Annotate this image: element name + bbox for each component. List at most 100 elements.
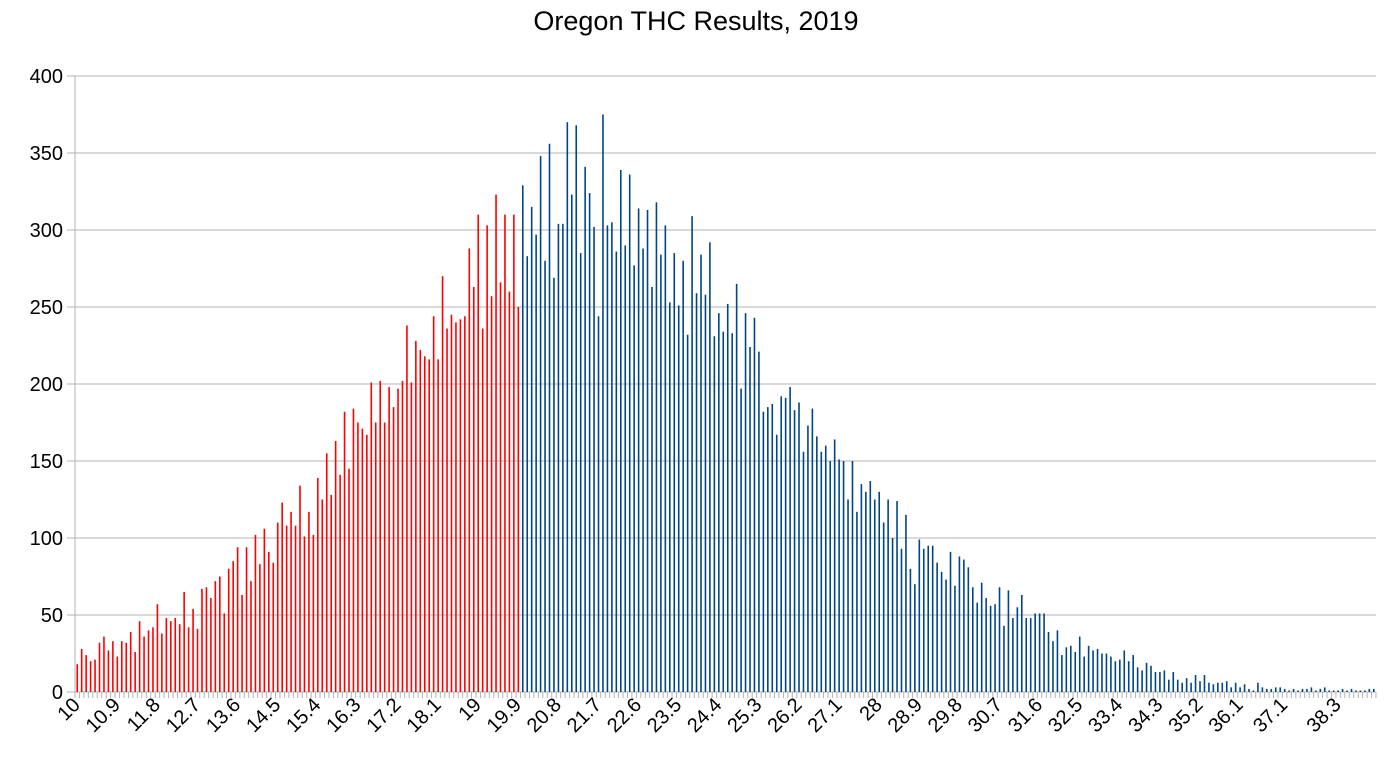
bar xyxy=(459,319,462,692)
bar xyxy=(1283,688,1286,692)
axes xyxy=(67,75,1377,698)
bar xyxy=(1132,655,1134,692)
bar xyxy=(949,551,952,692)
bar xyxy=(366,434,368,692)
bar xyxy=(441,276,444,692)
bar xyxy=(963,559,965,692)
bar xyxy=(927,545,930,692)
bar xyxy=(1114,661,1117,692)
bar xyxy=(1337,690,1339,692)
bar xyxy=(1016,607,1019,692)
bar xyxy=(1355,690,1357,692)
bar xyxy=(829,461,832,692)
x-tick-label: 27.1 xyxy=(804,694,847,737)
bar xyxy=(691,216,693,692)
bar xyxy=(98,642,101,692)
x-tick-label: 18.1 xyxy=(403,694,446,737)
bar xyxy=(1101,653,1103,692)
bar xyxy=(700,254,702,692)
bar xyxy=(860,484,863,692)
bar xyxy=(325,453,328,692)
bar xyxy=(450,314,453,692)
bar xyxy=(771,404,774,692)
bar xyxy=(909,568,912,692)
bar xyxy=(1190,682,1192,692)
bar xyxy=(1083,656,1085,692)
bar xyxy=(1012,618,1014,692)
bar xyxy=(120,641,123,692)
bar xyxy=(597,316,600,692)
bar xyxy=(709,242,711,692)
bar xyxy=(294,525,297,692)
bar xyxy=(174,618,177,692)
bar xyxy=(878,491,881,692)
bar xyxy=(611,222,613,693)
bar xyxy=(308,511,310,692)
bar xyxy=(1292,688,1295,692)
bar xyxy=(945,579,947,692)
bar xyxy=(464,316,466,692)
y-tick-label: 0 xyxy=(52,682,63,704)
bar xyxy=(468,248,471,693)
bar xyxy=(1105,653,1108,692)
bar xyxy=(633,265,635,692)
bar xyxy=(593,226,595,693)
bar xyxy=(931,545,934,692)
bar xyxy=(107,650,110,692)
bar xyxy=(1350,688,1353,692)
bar xyxy=(183,591,185,692)
bar xyxy=(1346,690,1348,692)
bar xyxy=(423,356,426,692)
bar xyxy=(1248,688,1250,692)
bar xyxy=(339,474,341,692)
bar xyxy=(570,194,573,692)
bar xyxy=(80,648,83,692)
bar xyxy=(539,156,542,692)
x-tick-label: 35.2 xyxy=(1164,694,1207,737)
x-tick-label: 22.6 xyxy=(603,694,646,737)
bar xyxy=(553,277,555,692)
bar xyxy=(1159,671,1161,692)
bar xyxy=(780,396,782,692)
bar xyxy=(1341,688,1344,692)
bar xyxy=(1110,656,1112,692)
bar xyxy=(873,499,876,692)
bar xyxy=(1123,650,1126,692)
bar xyxy=(606,225,609,692)
bar xyxy=(856,511,858,692)
x-tick-label: 23.5 xyxy=(643,694,686,737)
bar xyxy=(896,501,898,692)
bar xyxy=(842,461,845,692)
bar xyxy=(624,245,627,692)
x-tick-label: 28 xyxy=(855,694,886,725)
bar xyxy=(232,561,234,692)
bar xyxy=(882,522,885,692)
bar xyxy=(1176,679,1179,692)
bar xyxy=(686,334,689,692)
bar xyxy=(1199,681,1201,692)
bar xyxy=(1208,682,1210,692)
bar xyxy=(196,628,199,692)
bar xyxy=(1261,687,1264,692)
x-tick-label: 15.4 xyxy=(282,694,325,737)
x-tick-label: 24.4 xyxy=(683,694,726,737)
bar xyxy=(165,618,168,692)
bar xyxy=(1243,684,1246,692)
bar xyxy=(811,408,814,692)
bar xyxy=(513,214,515,692)
bar xyxy=(802,451,805,692)
bar xyxy=(1288,690,1290,692)
bar xyxy=(758,351,760,692)
bar xyxy=(1074,651,1077,692)
bar xyxy=(1038,613,1041,692)
bar xyxy=(838,459,840,692)
bar xyxy=(824,445,827,692)
bar xyxy=(281,502,283,692)
x-tick-label: 19.9 xyxy=(483,694,526,737)
bar xyxy=(740,388,742,692)
bar xyxy=(383,422,386,692)
y-tick-label: 300 xyxy=(30,220,63,242)
x-tick-label: 14.5 xyxy=(242,694,285,737)
chart-title: Oregon THC Results, 2019 xyxy=(533,6,859,36)
bar xyxy=(1234,682,1237,692)
